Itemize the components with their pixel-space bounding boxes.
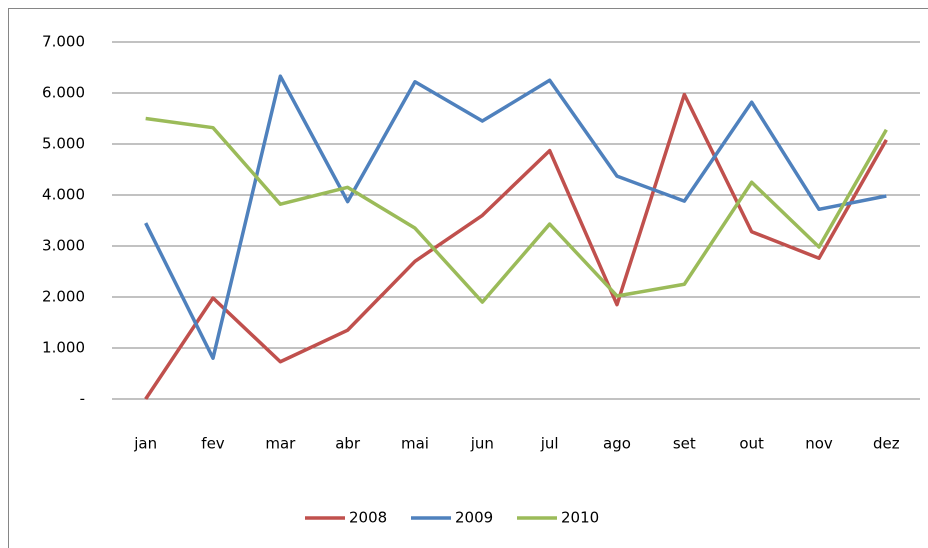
- x-tick-label: ago: [603, 435, 631, 453]
- y-tick-label: 4.000: [42, 186, 85, 204]
- series-line: [145, 116, 888, 304]
- x-tick-label: out: [739, 435, 764, 453]
- y-tick-label: 5.000: [42, 135, 85, 153]
- y-tick-label: 2.000: [42, 288, 85, 306]
- x-tick-label: mai: [401, 435, 429, 453]
- x-tick-label: nov: [805, 435, 833, 453]
- y-tick-label: 6.000: [42, 84, 85, 102]
- x-tick-label: dez: [873, 435, 900, 453]
- y-tick-label: -: [80, 390, 85, 408]
- x-tick-label: jun: [470, 435, 494, 453]
- chart-border: [8, 8, 928, 548]
- series-line: [144, 92, 888, 400]
- x-tick-label: set: [673, 435, 696, 453]
- x-tick-label: fev: [201, 435, 225, 453]
- x-tick-label: mar: [265, 435, 296, 453]
- legend-label: 2010: [561, 509, 599, 527]
- y-tick-label: 7.000: [42, 33, 85, 51]
- x-tick-label: jul: [540, 435, 559, 453]
- legend-label: 2009: [455, 509, 493, 527]
- x-tick-label: jan: [133, 435, 157, 453]
- series-line: [144, 74, 887, 360]
- x-tick-label: abr: [335, 435, 361, 453]
- y-tick-label: 1.000: [42, 339, 85, 357]
- y-tick-label: 3.000: [42, 237, 85, 255]
- legend-label: 2008: [349, 509, 387, 527]
